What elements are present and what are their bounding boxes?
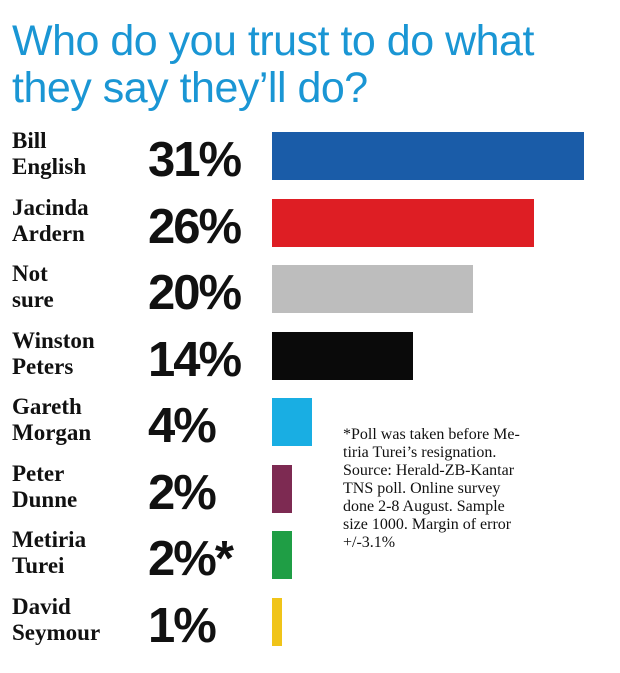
footnote: *Poll was taken before Me- tiria Turei’s… xyxy=(343,426,520,551)
value-label: 20% xyxy=(148,266,242,320)
bar xyxy=(272,198,534,247)
category-label: Jacinda Ardern xyxy=(12,194,89,246)
value-label: 4% xyxy=(148,399,217,453)
value-label: 26% xyxy=(148,199,242,254)
bar xyxy=(272,597,283,646)
bar-row: Peter Dunne 2% xyxy=(0,461,620,528)
category-label: David Seymour xyxy=(12,593,101,645)
category-label: Bill English xyxy=(12,128,87,179)
category-label: Not sure xyxy=(12,261,54,312)
bar xyxy=(272,464,293,513)
bar-row: Winston Peters 14% xyxy=(0,328,620,395)
bar-row: Jacinda Ardern 26% xyxy=(0,195,620,262)
bar-row: Gareth Morgan 4% xyxy=(0,394,620,461)
bar-row: Metiria Turei 2%* xyxy=(0,527,620,594)
value-label: 31% xyxy=(148,133,242,187)
chart-title: Who do you trust to do what they say the… xyxy=(12,17,534,112)
category-label: Gareth Morgan xyxy=(12,394,92,445)
bar xyxy=(272,331,413,380)
value-label: 1% xyxy=(148,598,217,653)
category-label: Metiria Turei xyxy=(12,527,87,578)
bar-row: David Seymour 1% xyxy=(0,594,620,661)
value-label: 2%* xyxy=(148,532,234,586)
value-label: 14% xyxy=(148,332,242,387)
category-label: Peter Dunne xyxy=(12,460,78,512)
bar-row: Not sure 20% xyxy=(0,261,620,328)
bar xyxy=(272,265,474,313)
bar-row: Bill English 31% xyxy=(0,128,620,195)
bar xyxy=(272,398,313,446)
bar xyxy=(272,531,293,579)
value-label: 2% xyxy=(148,465,217,520)
bar-chart: Bill English 31% Jacinda Ardern 26% Not sure… xyxy=(0,128,620,660)
bar xyxy=(272,132,584,180)
category-label: Winston Peters xyxy=(12,327,95,379)
